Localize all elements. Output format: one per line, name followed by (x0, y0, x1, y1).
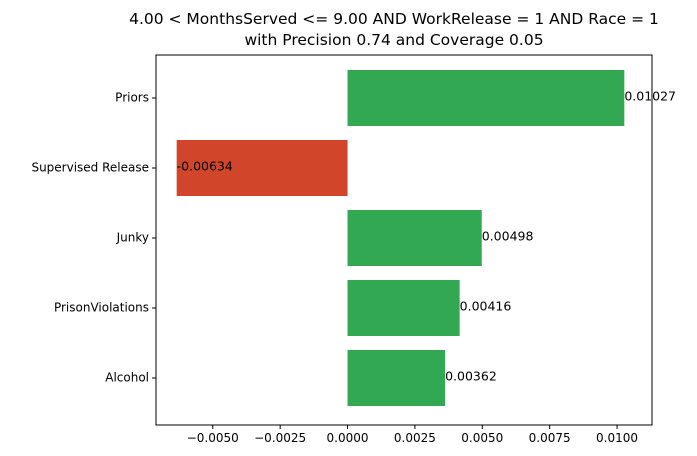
y-tick-label: PrisonViolations (54, 301, 149, 315)
value-label: 0.00416 (460, 299, 512, 314)
y-tick-label: Priors (115, 91, 149, 105)
x-tick-label: 0.0100 (596, 431, 638, 445)
y-axis: Priors Supervised Release Junky PrisonViola… (31, 91, 156, 385)
value-label: 0.00362 (445, 369, 497, 384)
x-tick-label: 0.0075 (529, 431, 571, 445)
x-axis: −0.0050 −0.0025 0.0000 0.0025 0.0050 0.0075 0.… (187, 425, 638, 445)
y-tick-label: Junky (116, 231, 149, 245)
bar-alcohol (347, 350, 446, 406)
x-tick-label: 0.0050 (461, 431, 503, 445)
bar-junky (347, 210, 482, 266)
bar-supervised-release (176, 140, 348, 196)
x-tick-label: 0.0000 (327, 431, 369, 445)
x-tick-label: −0.0050 (187, 431, 239, 445)
bars-group (176, 70, 625, 406)
x-tick-label: 0.0025 (394, 431, 436, 445)
x-tick-label: −0.0025 (254, 431, 306, 445)
plot-frame (155, 54, 653, 426)
y-tick-label: Alcohol (105, 371, 149, 385)
value-label: -0.00634 (177, 159, 233, 174)
bar-prisonviolations (347, 280, 460, 336)
value-label: 0.00498 (482, 229, 534, 244)
bar-priors (347, 70, 625, 126)
value-labels-group: 0.01027 -0.00634 0.00498 0.00416 0.00362 (177, 89, 676, 384)
chart-title-line2: with Precision 0.74 and Coverage 0.05 (244, 31, 543, 49)
value-label: 0.01027 (624, 89, 676, 104)
chart-title-line1: 4.00 < MonthsServed <= 9.00 AND WorkRele… (129, 10, 659, 28)
y-tick-label: Supervised Release (31, 161, 149, 175)
